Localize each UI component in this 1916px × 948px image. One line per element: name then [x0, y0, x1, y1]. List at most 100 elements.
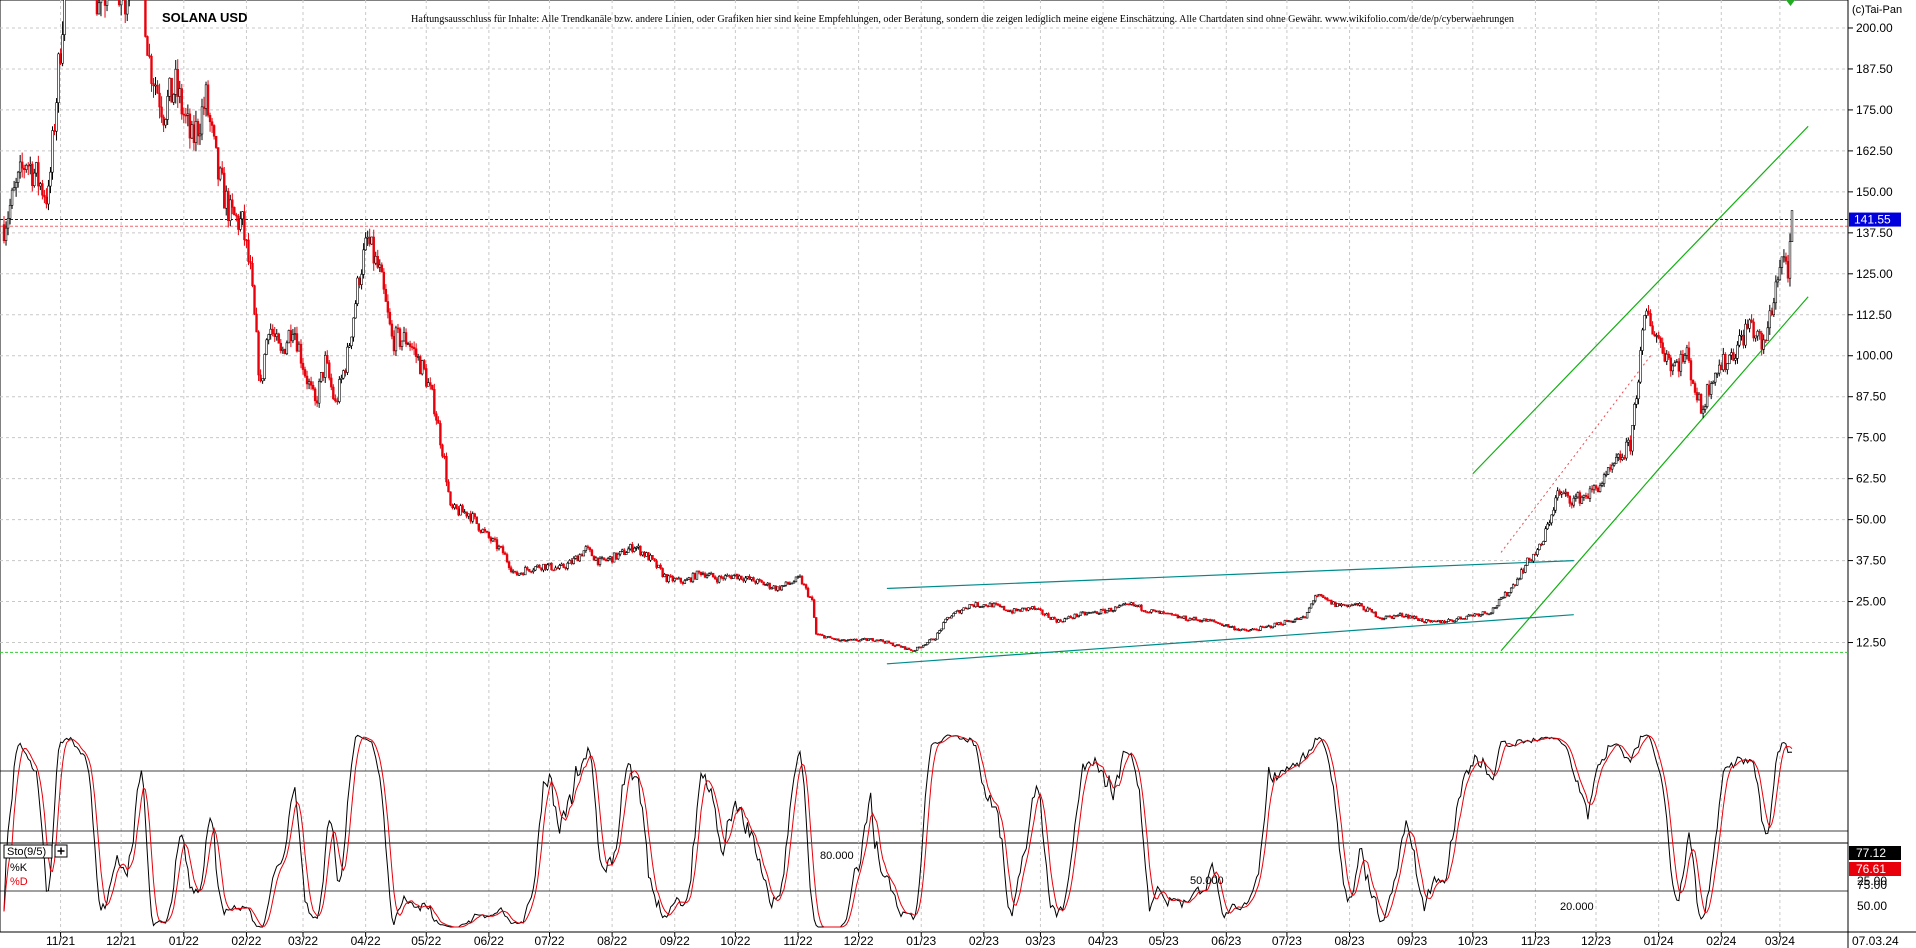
- candle-body: [1140, 604, 1143, 611]
- candle-body: [406, 343, 410, 346]
- candle-body: [212, 125, 216, 137]
- channel-base_lower: [886, 614, 1574, 665]
- candle-body: [1301, 616, 1305, 618]
- candle-body: [667, 575, 670, 582]
- date-tick-label: 12/21: [106, 934, 136, 948]
- candle-body: [1550, 514, 1553, 524]
- candle-body: [1465, 615, 1468, 620]
- candle-body: [1722, 354, 1725, 371]
- candle-body: [1570, 503, 1573, 506]
- candle-body: [1421, 618, 1424, 622]
- candle-body: [1390, 616, 1394, 619]
- candle-body: [653, 558, 656, 562]
- candle-body: [1667, 353, 1670, 359]
- candle-body: [166, 96, 169, 120]
- candle-body: [119, 0, 123, 6]
- candle-body: [471, 513, 474, 522]
- candle-body: [1790, 210, 1794, 242]
- candle-body: [497, 545, 501, 550]
- candle-body: [576, 555, 579, 562]
- candle-body: [1782, 256, 1786, 259]
- candle-body: [752, 577, 755, 582]
- candle-body: [1449, 619, 1452, 621]
- candle-body: [1089, 611, 1093, 614]
- candle-body: [1621, 457, 1624, 460]
- plus-box-icon[interactable]: [54, 844, 68, 858]
- candle-body: [1610, 464, 1614, 470]
- candle-body: [849, 639, 852, 641]
- candle-body: [457, 508, 460, 516]
- candle-body: [802, 583, 806, 586]
- candle-body: [485, 530, 489, 533]
- candle-body: [1653, 333, 1656, 337]
- candle-body: [984, 604, 988, 607]
- candle-body: [685, 579, 689, 581]
- candle-body: [960, 609, 963, 614]
- channel-trend_upper: [1472, 125, 1809, 475]
- candle-body: [233, 207, 236, 216]
- candle-body: [1118, 605, 1121, 608]
- candle-body: [1348, 604, 1351, 608]
- candle-body: [1724, 354, 1727, 370]
- candle-body: [1461, 617, 1464, 620]
- candle-body: [1111, 610, 1115, 612]
- candle-body: [641, 551, 644, 556]
- candle-body: [1772, 302, 1776, 316]
- candle-body: [495, 539, 499, 550]
- candle-body: [398, 328, 402, 347]
- candle-body: [1564, 491, 1567, 494]
- candle-body: [1530, 559, 1533, 562]
- candle-body: [507, 561, 511, 569]
- candle-body: [47, 185, 50, 205]
- candle-body: [1328, 599, 1331, 602]
- candle-body: [851, 638, 854, 641]
- candle-body: [1233, 626, 1236, 631]
- candle-body: [833, 638, 836, 640]
- candle-body: [1507, 592, 1511, 597]
- candle-body: [1540, 543, 1543, 546]
- candle-body: [404, 332, 408, 345]
- stochastic-panel[interactable]: [0, 842, 1849, 933]
- candle-body: [1625, 441, 1628, 459]
- candle-body: [1522, 569, 1525, 573]
- candle-body: [223, 172, 226, 209]
- candle-body: [1477, 613, 1481, 617]
- candle-body: [499, 545, 503, 548]
- candle-body: [540, 567, 543, 571]
- candle-body: [388, 311, 392, 325]
- candle-body: [679, 577, 683, 583]
- candle-body: [1103, 609, 1107, 614]
- candle-body: [324, 354, 327, 378]
- date-tick-label: 03/24: [1765, 934, 1795, 948]
- candle-body: [1738, 335, 1741, 346]
- candle-body: [616, 553, 620, 560]
- candle-body: [520, 572, 523, 575]
- candle-body: [14, 182, 18, 189]
- candle-body: [1273, 622, 1276, 628]
- grid-lines: [0, 0, 1848, 932]
- sto-panel-label-box[interactable]: [3, 844, 53, 859]
- price-tick-label: 175.00: [1856, 103, 1893, 117]
- price-tick-label: 187.50: [1856, 62, 1893, 76]
- candle-body: [1287, 620, 1291, 623]
- price-tick-label: 137.50: [1856, 226, 1893, 240]
- candle-body: [1402, 616, 1406, 618]
- candle-body: [699, 571, 703, 576]
- candle-body: [418, 356, 422, 375]
- candle-body: [922, 645, 925, 648]
- candle-body: [934, 638, 937, 641]
- candle-body: [528, 568, 531, 572]
- date-tick-label: 07/23: [1272, 934, 1302, 948]
- candle-body: [982, 604, 986, 607]
- candle-body: [1784, 256, 1788, 262]
- candle-body: [794, 576, 798, 583]
- candle-body: [1311, 600, 1315, 605]
- candle-body: [1505, 591, 1509, 597]
- price-panel[interactable]: [0, 0, 1849, 844]
- candle-body: [614, 552, 618, 560]
- candle-body: [1705, 384, 1709, 407]
- candle-body: [1136, 604, 1139, 608]
- candle-body: [1404, 614, 1408, 617]
- candle-body: [1289, 620, 1293, 623]
